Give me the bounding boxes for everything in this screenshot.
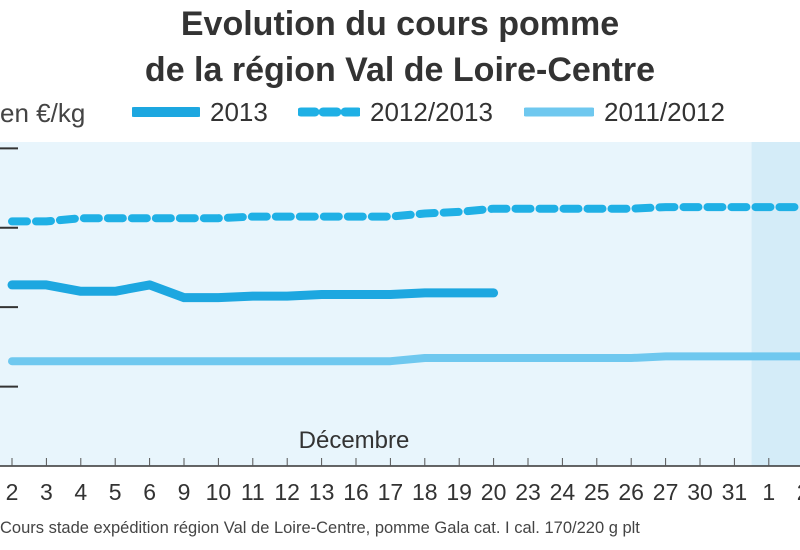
x-tick-label-11: 17	[378, 479, 404, 505]
legend-item-2013: 2013	[132, 96, 268, 128]
plot-shaded-period	[751, 142, 800, 466]
x-tick-label-9: 13	[309, 479, 335, 505]
legend-swatch-2013	[132, 107, 200, 117]
x-tick-label-0: 2	[6, 479, 19, 505]
x-tick-label-6: 10	[206, 479, 232, 505]
x-tick-label-13: 19	[446, 479, 472, 505]
x-tick-label-12: 18	[412, 479, 438, 505]
y-axis-unit-label: en €/kg	[0, 98, 86, 128]
plot-background	[0, 142, 800, 466]
x-tick-label-5: 9	[178, 479, 191, 505]
footnote: Cours stade expédition région Val de Loi…	[0, 519, 640, 537]
x-tick-label-20: 30	[687, 479, 713, 505]
x-tick-label-15: 23	[515, 479, 541, 505]
x-tick-label-18: 26	[618, 479, 644, 505]
legend-item-2012-2013: 2012/2013	[298, 96, 493, 128]
chart-title-line2: de la région Val de Loire-Centre	[144, 51, 656, 89]
series-line-2013	[7, 280, 499, 303]
legend-item-2011-2012: 2011/2012	[524, 96, 725, 128]
legend-swatch-2011-2012	[524, 107, 594, 117]
x-tick-label-23: 2	[797, 479, 800, 505]
x-tick-label-16: 24	[550, 479, 576, 505]
x-tick-label-19: 27	[653, 479, 679, 505]
x-tick-label-2: 4	[74, 479, 87, 505]
legend-label-2013: 2013	[210, 96, 268, 127]
x-tick-label-4: 6	[143, 479, 156, 505]
series-line-2011-2012	[8, 352, 800, 366]
legend-swatch-2012-2013	[298, 107, 360, 117]
x-tick-label-14: 20	[481, 479, 507, 505]
month-label-0: Décembre	[299, 427, 410, 454]
x-tick-label-21: 31	[722, 479, 748, 505]
x-tick-label-8: 12	[274, 479, 300, 505]
x-tick-label-3: 5	[109, 479, 122, 505]
x-tick-label-1: 3	[40, 479, 53, 505]
x-tick-label-17: 25	[584, 479, 610, 505]
legend-label-2012-2013: 2012/2013	[370, 96, 493, 127]
series-line-2012-2013	[8, 203, 800, 226]
chart-title-line1: Evolution du cours pomme	[180, 5, 620, 43]
x-tick-label-7: 11	[241, 479, 265, 505]
x-tick-label-22: 1	[762, 479, 775, 505]
x-tick-label-10: 16	[343, 479, 369, 505]
legend-label-2011-2012: 2011/2012	[604, 96, 725, 127]
